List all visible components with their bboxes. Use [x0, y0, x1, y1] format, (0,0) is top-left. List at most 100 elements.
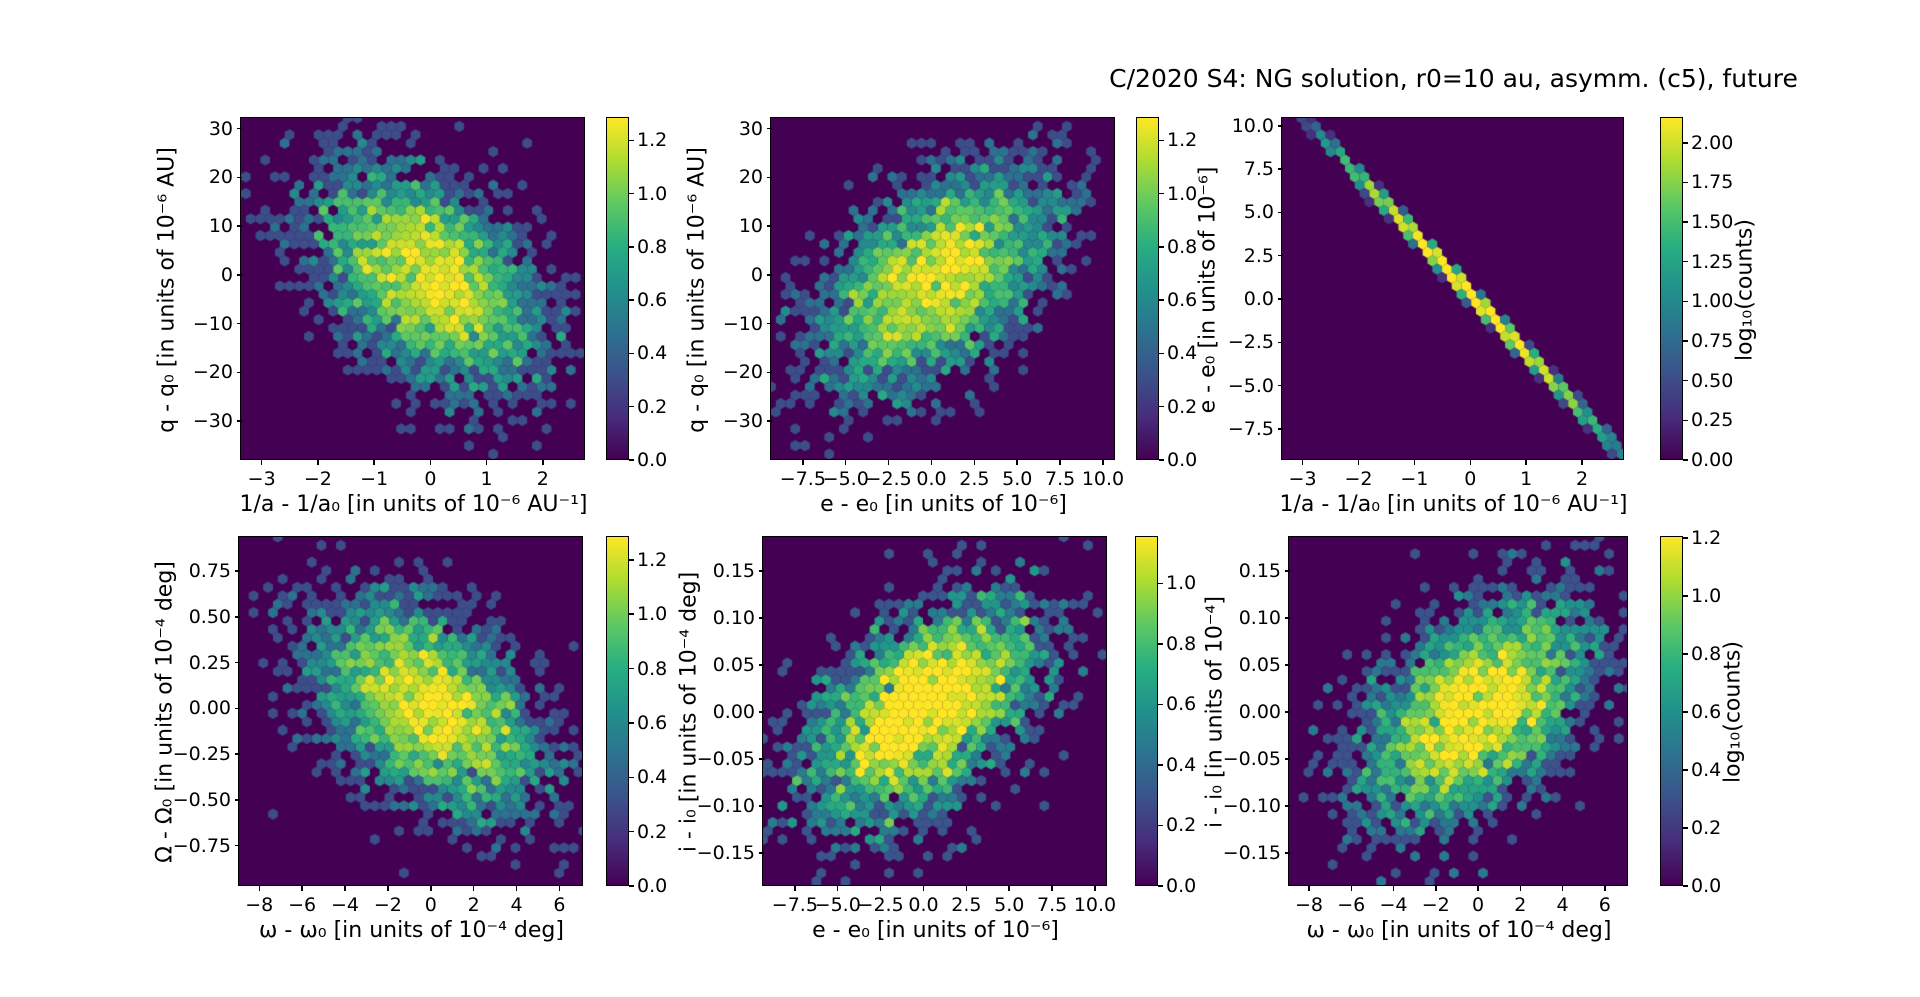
x-tick-label: 4	[1556, 894, 1569, 916]
colorbar-tick-mark	[1683, 142, 1688, 144]
colorbar-tick-label: 0.2	[637, 820, 668, 843]
colorbar-tick-mark	[1159, 192, 1164, 195]
y-tick-label: 10	[738, 215, 763, 238]
colorbar-tick-mark	[1158, 764, 1163, 766]
colorbar-tick-mark	[1683, 653, 1688, 655]
colorbar-tick-label: 0.2	[1691, 817, 1722, 839]
x-tick-label: 2	[1514, 894, 1527, 916]
colorbar-tick-mark	[629, 885, 634, 887]
x-tick-mark	[472, 886, 475, 891]
colorbar-tick-label: 0.4	[637, 766, 668, 789]
colorbar-tick-label: 0.2	[1166, 814, 1197, 837]
colorbar-tick-label: 0.0	[637, 449, 668, 471]
y-tick-label: 10.0	[1231, 114, 1274, 137]
y-tick-mark	[759, 852, 764, 854]
colorbar-tick-mark	[1159, 459, 1164, 461]
y-tick-mark	[237, 322, 242, 325]
colorbar-tick-mark	[1683, 221, 1688, 223]
colorbar-tick-label: 0.25	[1691, 409, 1734, 432]
x-tick-label: 0	[1464, 468, 1477, 490]
colorbar-tick-label: 2.00	[1691, 131, 1734, 154]
colorbar-tick-mark	[629, 776, 634, 778]
plot-area	[240, 117, 586, 461]
colorbar-tick-mark	[629, 299, 634, 301]
x-tick-label: −7.5	[771, 894, 818, 916]
colorbar-tick-label: 0.4	[1691, 759, 1722, 781]
colorbar-tick-mark	[1683, 711, 1688, 713]
y-tick-mark	[235, 616, 240, 618]
x-tick-mark	[1301, 460, 1304, 465]
x-tick-mark	[930, 460, 933, 465]
y-tick-mark	[767, 127, 772, 130]
colorbar-tick-mark	[1683, 885, 1688, 887]
colorbar-tick-label: 1.00	[1691, 290, 1734, 313]
x-axis-label: e - e₀ [in units of 10⁻⁶]	[820, 492, 1067, 517]
x-tick-label: −2	[1421, 894, 1450, 916]
hexbin-canvas	[1289, 537, 1628, 886]
x-tick-mark	[794, 886, 796, 891]
plot-area	[770, 117, 1116, 461]
colorbar-tick-label: 1.0	[1167, 182, 1198, 205]
y-tick-label: −0.15	[1222, 842, 1281, 865]
colorbar-tick-label: 0.0	[1166, 875, 1197, 897]
colorbar-tick-label: 0.8	[1691, 643, 1722, 665]
colorbar-tick-label: 1.0	[1691, 585, 1722, 607]
x-tick-mark	[1561, 886, 1564, 891]
x-tick-mark	[836, 886, 839, 891]
colorbar-tick-mark	[1683, 459, 1688, 461]
colorbar-tick-mark	[629, 722, 634, 724]
x-tick-label: 7.5	[1037, 894, 1068, 916]
colorbar-tick-mark	[1159, 299, 1164, 301]
colorbar-tick-label: 0.4	[637, 342, 668, 365]
x-tick-mark	[542, 460, 544, 465]
colorbar	[1660, 536, 1684, 887]
y-tick-mark	[1285, 758, 1290, 760]
colorbar-tick-mark	[1683, 827, 1688, 829]
x-tick-mark	[1059, 460, 1061, 465]
colorbar-tick-mark	[629, 192, 634, 195]
colorbar-tick-label: 1.25	[1691, 250, 1734, 273]
x-tick-mark	[260, 460, 263, 465]
y-tick-label: 30	[738, 117, 763, 140]
colorbar-tick-mark	[1683, 181, 1688, 184]
y-tick-mark	[1285, 617, 1290, 619]
y-tick-label: −30	[192, 410, 233, 433]
colorbar-tick-mark	[1159, 405, 1164, 408]
y-tick-label: 0.10	[712, 606, 755, 629]
y-tick-mark	[1278, 341, 1283, 344]
x-tick-label: −2	[373, 894, 402, 916]
y-tick-mark	[235, 661, 240, 664]
y-tick-mark	[1278, 298, 1283, 300]
x-tick-mark	[429, 460, 432, 465]
y-tick-label: −0.10	[696, 795, 755, 818]
colorbar-tick-label: 0.50	[1691, 369, 1734, 392]
x-tick-label: −2	[303, 468, 332, 490]
x-tick-mark	[373, 460, 375, 465]
x-tick-label: 2.5	[959, 468, 990, 490]
x-tick-mark	[1525, 460, 1527, 465]
colorbar-tick-label: 0.0	[1691, 875, 1722, 897]
y-tick-mark	[1278, 125, 1283, 127]
y-tick-label: −5.0	[1227, 374, 1274, 397]
x-tick-mark	[1016, 460, 1018, 465]
x-tick-label: 0	[1471, 894, 1485, 916]
plot-area	[1281, 117, 1625, 461]
y-tick-mark	[1285, 711, 1290, 713]
y-tick-label: 10	[208, 215, 233, 238]
y-tick-mark	[1285, 805, 1290, 807]
hexbin-canvas	[763, 537, 1107, 886]
y-axis-label: q - q₀ [in units of 10⁻⁶ AU]	[684, 146, 710, 433]
y-tick-mark	[237, 127, 242, 130]
colorbar-tick-mark	[629, 613, 634, 615]
x-tick-label: −1	[1400, 468, 1429, 490]
x-axis-label: ω - ω₀ [in units of 10⁻⁴ deg]	[1306, 918, 1612, 943]
colorbar-tick-label: 1.0	[1166, 572, 1197, 595]
y-tick-label: 0.05	[1238, 653, 1281, 676]
x-tick-mark	[485, 460, 488, 465]
colorbar-tick-label: 1.0	[637, 182, 668, 205]
y-tick-label: 0.25	[188, 651, 231, 674]
y-tick-mark	[767, 420, 772, 422]
x-tick-mark	[1581, 460, 1583, 465]
y-tick-mark	[1278, 254, 1283, 257]
y-tick-label: −0.25	[172, 743, 231, 766]
